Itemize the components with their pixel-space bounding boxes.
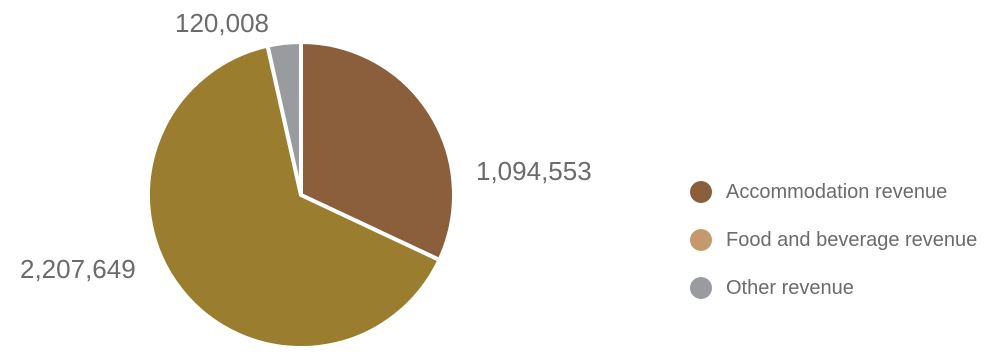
legend: Accommodation revenue Food and beverage … [690,168,1002,312]
pie-slice-accommodation-revenue [299,40,456,263]
pie-data-labels: 1,094,553 2,207,649 120,008 [20,8,592,284]
legend-label-accommodation-revenue: Accommodation revenue [726,180,948,203]
legend-item-other-revenue: Other revenue [690,264,1002,312]
pie-slices [146,40,456,350]
legend-item-food-and-beverage-revenue: Food and beverage revenue [690,216,1002,264]
legend-label-food-and-beverage-revenue: Food and beverage revenue [726,228,978,251]
data-label-food-and-beverage-revenue: 2,207,649 [20,254,136,284]
data-label-accommodation-revenue: 1,094,553 [476,156,592,186]
legend-swatch-other-revenue [690,277,712,299]
legend-swatch-accommodation-revenue [690,181,712,203]
legend-label-other-revenue: Other revenue [726,276,854,299]
legend-item-accommodation-revenue: Accommodation revenue [690,168,1002,216]
legend-swatch-food-and-beverage-revenue [690,229,712,251]
data-label-other-revenue: 120,008 [175,8,269,38]
pie-slice-food-and-beverage-revenue [146,43,442,350]
pie-slice-other-revenue [265,40,303,197]
